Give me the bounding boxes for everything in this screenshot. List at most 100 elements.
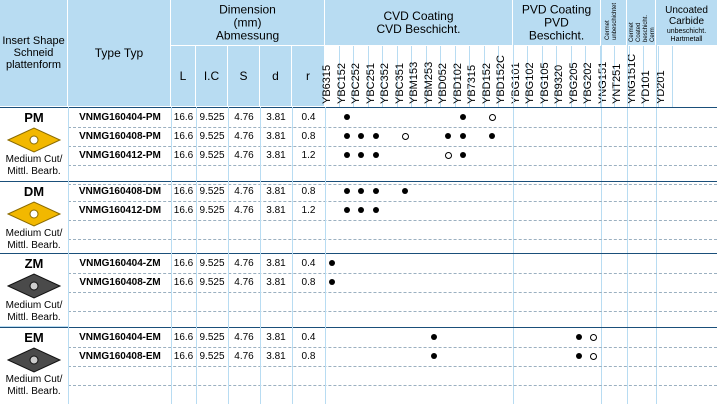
insert-shape-icon xyxy=(4,346,64,374)
dim-d: 3.81 xyxy=(266,112,286,123)
dim-ic: 9.525 xyxy=(199,277,225,288)
dim-r: 0.4 xyxy=(301,258,316,269)
row-divider xyxy=(68,347,717,348)
dim-s: 4.76 xyxy=(234,186,254,197)
dim-l: 16.6 xyxy=(173,332,194,343)
row-divider xyxy=(68,366,717,367)
column-divider xyxy=(171,107,172,404)
shape-name: ZM xyxy=(24,256,44,271)
header-cermet-coated-label: Cermet Coated beschicht. Cerm xyxy=(629,14,656,42)
type-code: VNMG160408-PM xyxy=(79,131,161,142)
grade-head-ybd102: YBD102 xyxy=(452,46,470,107)
group-separator xyxy=(0,181,717,182)
dim-d: 3.81 xyxy=(266,332,286,343)
shape-description: Medium Cut/ Mittl. Bearb. xyxy=(5,154,63,177)
row-divider xyxy=(68,184,717,185)
grade-head-ybg102: YBG102 xyxy=(524,46,543,107)
dim-l: 16.6 xyxy=(173,186,194,197)
shape-description: Medium Cut/ Mittl. Bearb. xyxy=(5,228,63,251)
header-dim-d: d xyxy=(260,46,292,107)
dim-l: 16.6 xyxy=(173,150,194,161)
type-code: VNMG160408-DM xyxy=(78,186,162,197)
row-divider xyxy=(68,385,717,386)
dim-r: 1.2 xyxy=(301,205,316,216)
shape-name: EM xyxy=(24,330,44,345)
dim-s: 4.76 xyxy=(234,150,254,161)
row-divider xyxy=(68,201,717,202)
dim-d: 3.81 xyxy=(266,258,286,269)
row-divider xyxy=(68,127,717,128)
family-divider xyxy=(627,0,628,404)
recommended-dot xyxy=(459,114,466,120)
header-cermet: Cermet unbeschichtet xyxy=(601,0,627,46)
dim-ic: 9.525 xyxy=(199,205,225,216)
column-divider xyxy=(325,107,326,404)
header-dim-label: L xyxy=(179,69,187,83)
dim-r: 0.4 xyxy=(301,112,316,123)
grade-head-ynt251: YNT251 xyxy=(611,46,630,107)
dim-r: 0.8 xyxy=(301,131,316,142)
grade-head-ybd152: YBD152 xyxy=(481,46,499,107)
header-dim-label: I.C xyxy=(203,69,220,83)
column-divider xyxy=(228,107,229,404)
recommended-dot xyxy=(575,353,582,359)
shape-name: PM xyxy=(24,110,44,125)
header-dimension: Dimension (mm) Abmessung xyxy=(171,0,325,46)
recommended-dot xyxy=(372,152,379,158)
grade-head-yb7315: YB7315 xyxy=(466,46,485,107)
header-type-label: Type Typ xyxy=(94,46,144,60)
row-divider xyxy=(68,146,717,147)
recommended-dot xyxy=(329,260,335,266)
dim-ic: 9.525 xyxy=(199,258,225,269)
row-divider xyxy=(68,311,717,312)
column-divider xyxy=(292,107,293,404)
group-separator xyxy=(0,253,717,254)
header-type: Type Typ xyxy=(68,0,171,107)
column-divider xyxy=(196,107,197,404)
optional-ring xyxy=(488,114,496,121)
optional-ring xyxy=(590,353,597,360)
dim-d: 3.81 xyxy=(266,277,286,288)
row-divider xyxy=(68,273,717,274)
recommended-dot xyxy=(372,188,379,194)
grade-head-ybg105: YBG105 xyxy=(539,46,557,107)
dim-s: 4.76 xyxy=(234,332,254,343)
grade-head-ybd052: YBD052 xyxy=(437,46,456,107)
dim-l: 16.6 xyxy=(173,258,194,269)
row-divider xyxy=(68,165,717,166)
group-separator xyxy=(0,327,717,328)
dim-d: 3.81 xyxy=(266,150,286,161)
recommended-dot xyxy=(343,207,350,213)
recommended-dot xyxy=(430,334,437,340)
dim-l: 16.6 xyxy=(173,112,194,123)
recommended-dot xyxy=(445,133,451,139)
column-divider xyxy=(68,107,69,404)
dim-r: 1.2 xyxy=(301,150,316,161)
optional-ring xyxy=(445,152,452,159)
header-pvd-label: PVD Coating PVD Beschicht. xyxy=(521,2,592,42)
grade-head-ybg101: YBG101 xyxy=(510,46,528,107)
type-code: VNMG160412-DM xyxy=(78,205,162,216)
grade-head-ybc352: YBC352 xyxy=(379,46,398,107)
recommended-dot xyxy=(459,133,466,139)
grade-head-ybm253: YBM253 xyxy=(423,46,441,107)
family-divider xyxy=(513,0,514,404)
recommended-dot xyxy=(358,188,364,194)
type-code: VNMG160404-PM xyxy=(79,112,161,123)
dim-r: 0.8 xyxy=(301,351,316,362)
recommended-dot xyxy=(358,152,364,158)
dim-d: 3.81 xyxy=(266,186,286,197)
recommended-dot xyxy=(372,133,379,139)
row-divider xyxy=(68,292,717,293)
row-divider xyxy=(68,239,717,240)
type-code: VNMG160412-PM xyxy=(79,150,161,161)
grade-head-ybc251: YBC251 xyxy=(365,46,383,107)
dim-l: 16.6 xyxy=(173,277,194,288)
grade-head-yb9320: YB9320 xyxy=(553,46,572,107)
header-dim-label: S xyxy=(239,69,248,83)
header-dim-s: S xyxy=(228,46,260,107)
recommended-dot xyxy=(358,133,364,139)
header-uncoated: Uncoated Carbide unbeschicht. Hartmetall xyxy=(656,0,717,46)
recommended-dot xyxy=(343,188,350,194)
